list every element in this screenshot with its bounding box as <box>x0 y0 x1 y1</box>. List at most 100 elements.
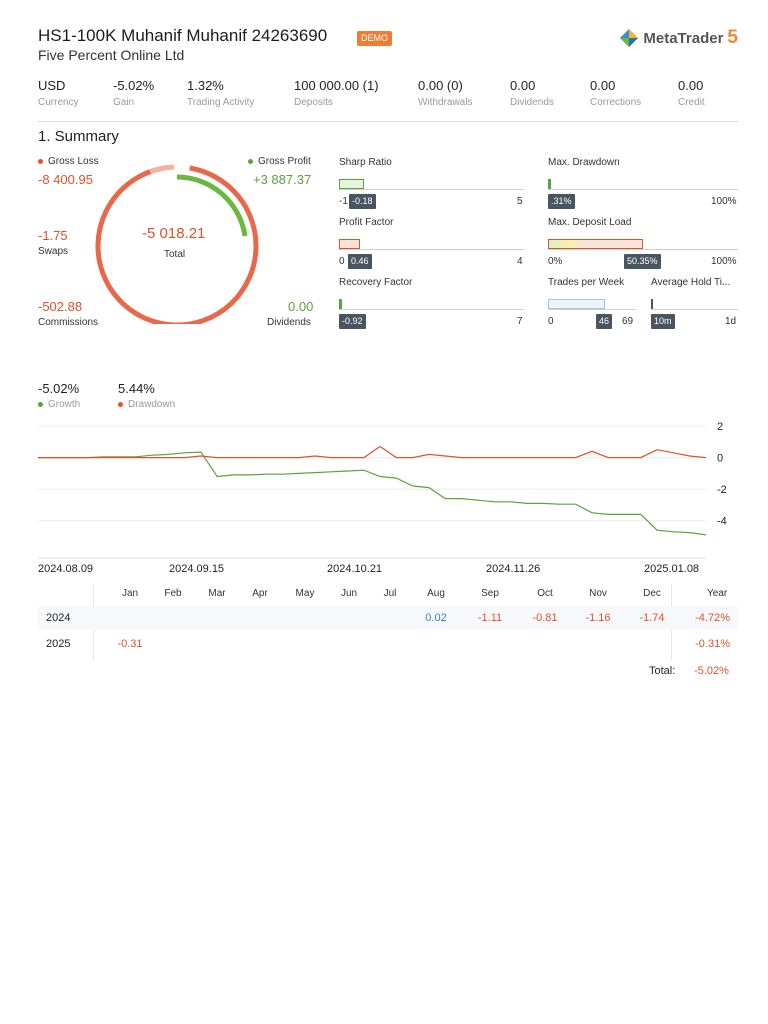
dividends-value: 0.00 <box>288 299 314 314</box>
donut-loss-ring <box>95 164 259 324</box>
total-value: -5 018.21 <box>142 225 206 242</box>
profit-factor-max: 4 <box>517 256 523 267</box>
logo-number: 5 <box>727 27 738 48</box>
stat-deposits-value: 100 000.00 (1) <box>294 78 379 93</box>
trades-week-title: Trades per Week <box>548 277 625 288</box>
gross-loss-dot <box>38 158 43 164</box>
month-cell: -0.31 <box>117 638 143 650</box>
gross-loss-label: Gross Loss <box>48 156 99 167</box>
swaps-value: -1.75 <box>38 228 68 243</box>
gross-loss-value: -8 400.95 <box>38 172 93 187</box>
y-tick-label: -4 <box>717 516 727 528</box>
hold-time-bar <box>651 299 653 309</box>
deposit-load-min: 0% <box>548 256 563 267</box>
year-total-cell: -0.31% <box>695 638 730 650</box>
stat-activity-label: Trading Activity <box>187 97 255 108</box>
recovery-factor-track <box>339 309 524 310</box>
max-drawdown-bar <box>548 179 551 189</box>
stat-credit-value: 0.00 <box>678 78 704 93</box>
commissions-label: Commissions <box>38 317 99 328</box>
sharp-ratio-value: -0.18 <box>349 194 376 209</box>
month-header-year: Year <box>707 588 728 599</box>
donut-swap-arc <box>149 164 175 174</box>
drawdown-dot <box>118 401 123 407</box>
stat-gain-label: Gain <box>113 97 135 108</box>
growth-label: Growth <box>48 399 81 410</box>
stat-credit-label: Credit <box>678 97 705 108</box>
chart-y-ticks: 2 0 -2 -4 <box>717 421 727 528</box>
max-drawdown-title: Max. Drawdown <box>548 157 620 168</box>
stat-corrections-label: Corrections <box>590 97 642 108</box>
gross-profit-legend: Gross Profit <box>248 156 311 167</box>
profit-factor-track <box>339 249 524 250</box>
month-cell: -1.11 <box>477 612 503 624</box>
max-drawdown-track <box>548 189 738 190</box>
x-tick-label: 2024.09.15 <box>169 563 225 575</box>
total-label: Total <box>164 249 186 260</box>
gross-profit-value: +3 887.37 <box>253 172 312 187</box>
month-header-nov: Nov <box>589 588 607 599</box>
year-total-cell: -4.72% <box>695 612 730 624</box>
recovery-factor-title: Recovery Factor <box>339 277 413 288</box>
sharp-ratio-max: 5 <box>517 196 523 207</box>
divider <box>38 121 738 122</box>
logo-text: MetaTrader <box>643 29 724 47</box>
stat-withdrawals-value: 0.00 (0) <box>418 78 463 93</box>
drawdown-label: Drawdown <box>128 399 176 410</box>
x-tick-label: 2024.11.26 <box>486 563 541 575</box>
gross-loss-legend: Gross Loss <box>38 156 99 167</box>
company-name: Five Percent Online Ltd <box>38 47 185 63</box>
metatrader-logo-icon <box>620 29 639 47</box>
drawdown-legend: Drawdown <box>118 399 175 410</box>
month-header-jul: Jul <box>383 588 397 599</box>
sharp-ratio-track <box>339 189 524 190</box>
x-tick-label: 2025.01.08 <box>644 563 700 575</box>
sharp-ratio-min: -1 <box>339 196 348 207</box>
month-header-mar: Mar <box>208 588 226 599</box>
series-drawdown-line <box>38 445 707 459</box>
month-header-sep: Sep <box>481 588 499 599</box>
month-header-apr: Apr <box>252 588 268 599</box>
profit-factor-title: Profit Factor <box>339 217 394 228</box>
deposit-load-max: 100% <box>711 256 737 267</box>
trades-week-bar <box>548 299 605 309</box>
dividends-label: Dividends <box>267 317 311 328</box>
monthly-rows: 2024 0.02 -1.11 -0.81 -1.16 -1.74 -4.72% 2025 -0… <box>0 606 768 666</box>
hold-time-title: Average Hold Ti... <box>651 277 731 288</box>
series-growth-line <box>38 451 707 536</box>
table-total-value: -5.02% <box>694 665 729 677</box>
chart-x-labels: 2024.08.09 2024.09.15 2024.10.21 2024.11.26… <box>0 563 768 579</box>
trades-week-max: 69 <box>622 316 634 327</box>
account-title: HS1-100K Muhanif Muhanif 24263690 <box>38 26 328 45</box>
trades-week-track <box>548 309 636 310</box>
growth-legend: Growth <box>38 399 80 410</box>
hold-time-track <box>651 309 738 310</box>
demo-badge: DEMO <box>357 31 392 46</box>
sharp-ratio-bar <box>339 179 364 189</box>
month-header-jan: Jan <box>121 588 139 599</box>
month-header-jun: Jun <box>340 588 358 599</box>
stat-withdrawals-label: Withdrawals <box>418 97 473 108</box>
recovery-factor-bar <box>339 299 342 309</box>
deposit-load-bar <box>548 239 643 249</box>
recovery-factor-value: -0.92 <box>339 314 366 329</box>
hold-time-value: 10m <box>651 314 675 329</box>
recovery-factor-max: 7 <box>517 316 523 327</box>
month-header-aug: Aug <box>427 588 445 599</box>
stat-deposits-label: Deposits <box>294 97 333 108</box>
growth-chart: 2 0 -2 -4 <box>38 421 727 559</box>
stat-activity-value: 1.32% <box>187 78 224 93</box>
y-tick-label: 2 <box>717 421 723 433</box>
stat-currency-value: USD <box>38 78 66 93</box>
x-tick-label: 2024.08.09 <box>38 563 94 575</box>
stat-currency-label: Currency <box>38 97 79 108</box>
chart-lines <box>38 445 707 536</box>
month-header-feb: Feb <box>164 588 182 599</box>
month-cell: 0.02 <box>425 612 447 624</box>
month-cell: -1.74 <box>639 612 665 624</box>
donut-profit-arc <box>176 174 248 237</box>
summary-donut <box>95 164 259 324</box>
max-drawdown-max: 100% <box>711 196 737 207</box>
hold-time-max: 1d <box>725 316 737 327</box>
drawdown-value: 5.44% <box>118 381 155 396</box>
